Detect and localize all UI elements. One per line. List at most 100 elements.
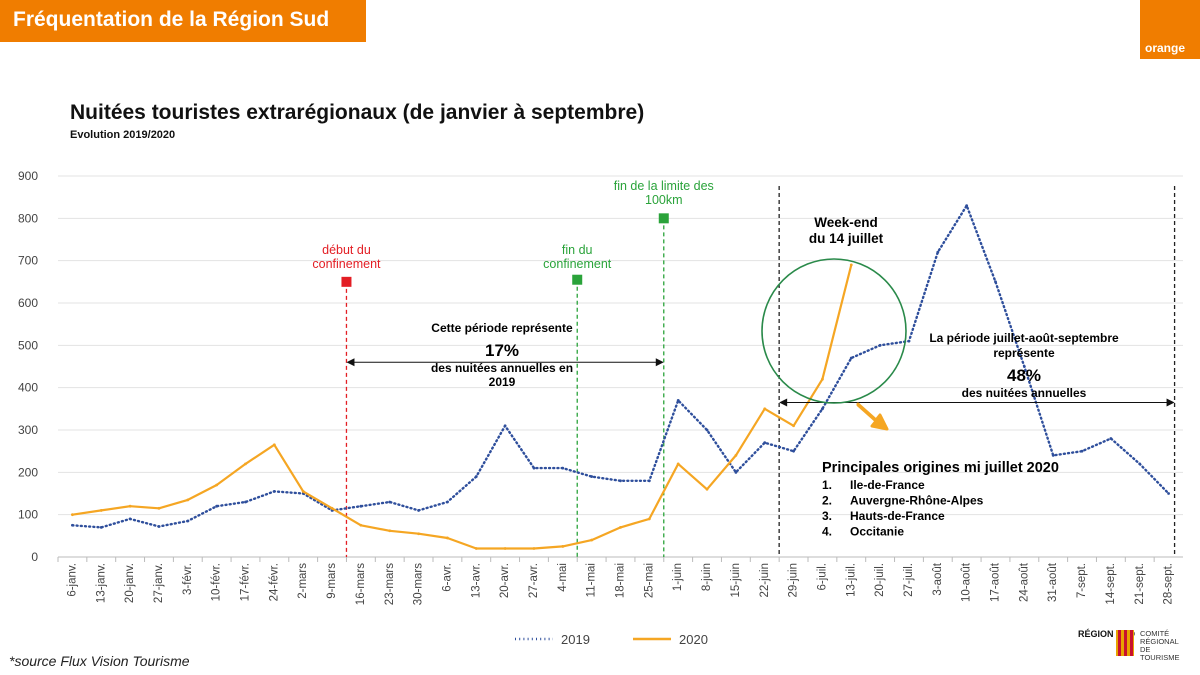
legend-label-2020: 2020 (679, 632, 708, 647)
y-tick-label: 500 (18, 338, 38, 352)
data-point-2019 (215, 504, 219, 508)
data-point-2019 (359, 504, 363, 508)
chart-title: Nuitées touristes extrarégionaux (de jan… (70, 101, 645, 124)
data-point-2019 (907, 339, 911, 343)
data-point-2019 (186, 519, 190, 523)
weekend-label: Week-end (814, 215, 878, 230)
data-point-2020 (676, 462, 680, 466)
data-point-2020 (71, 513, 74, 517)
debut-confinement-label: début du (322, 243, 371, 257)
period-summer-arrow-head-left (779, 398, 788, 407)
data-point-2020 (446, 536, 449, 540)
y-tick-label: 900 (18, 169, 38, 183)
period1-label: Cette période représente (431, 321, 573, 335)
x-tick-label: 14-sept. (1105, 563, 1117, 605)
x-tick-label: 20-juil. (874, 563, 886, 597)
y-tick-label: 600 (18, 296, 38, 310)
data-point-2019 (532, 466, 536, 470)
data-point-2019 (474, 475, 478, 478)
x-tick-label: 20-avr. (499, 563, 511, 598)
data-point-2020 (705, 487, 709, 491)
data-point-2020 (590, 538, 594, 542)
data-point-2019 (1080, 449, 1084, 453)
data-point-2020 (763, 407, 767, 411)
data-point-2019 (965, 204, 969, 208)
period2-percent: 48% (1007, 366, 1041, 385)
data-point-2019 (878, 343, 882, 347)
period-summer-arrow-head-right (1166, 398, 1175, 407)
period2-label: La période juillet-août-septembre (929, 331, 1119, 345)
data-point-2020 (561, 545, 565, 548)
fin-confinement-label: confinement (543, 257, 612, 271)
data-point-2019 (71, 523, 74, 527)
weekend-highlight-circle (761, 258, 907, 404)
y-tick-label: 400 (18, 381, 38, 395)
data-point-2020 (619, 525, 622, 529)
data-point-2019 (792, 449, 795, 453)
y-tick-label: 700 (18, 254, 38, 268)
crt-region-text: RÉGION SUD (1078, 629, 1136, 639)
data-point-2020 (647, 517, 651, 521)
period1-label-b: 2019 (489, 375, 516, 389)
origin-number: 4. (822, 525, 832, 539)
origins-title: Principales origines mi juillet 2020 (822, 460, 1059, 476)
provence-flag-icon (1116, 630, 1134, 656)
x-tick-label: 6-juil. (816, 563, 828, 590)
x-tick-label: 3-févr. (182, 563, 194, 595)
x-tick-label: 1-juin (672, 563, 684, 591)
fin-100km-label: 100km (645, 193, 683, 207)
x-tick-label: 24-févr. (268, 563, 280, 601)
series-line-2019 (71, 204, 1170, 529)
x-tick-label: 16-mars (355, 563, 367, 605)
period-2019-arrow-head-left (346, 358, 355, 367)
y-tick-label: 0 (31, 550, 38, 564)
data-point-2020 (244, 462, 247, 466)
data-point-2019 (676, 398, 680, 402)
data-point-2019 (994, 280, 997, 284)
data-point-2020 (474, 547, 478, 550)
data-point-2020 (734, 454, 738, 457)
chart-subtitle: Evolution 2019/2020 (70, 129, 176, 141)
data-point-2019 (99, 525, 103, 529)
data-point-2020 (301, 489, 305, 493)
origin-number: 2. (822, 494, 832, 508)
page-title: Fréquentation de la Région Sud (13, 8, 330, 31)
x-tick-label: 23-mars (384, 563, 396, 605)
fin-100km-marker (658, 213, 669, 224)
origin-number: 3. (822, 509, 832, 523)
x-tick-label: 25-mai (643, 563, 655, 598)
x-tick-label: 28-sept. (1163, 563, 1175, 605)
orange-logo-text: orange (1145, 41, 1186, 55)
x-tick-label: 13-avr. (470, 563, 482, 598)
period-2019-arrow-head-right (655, 358, 664, 367)
data-point-2019 (849, 356, 853, 360)
y-tick-label: 100 (18, 508, 38, 522)
data-point-2019 (821, 407, 824, 411)
x-tick-label: 9-mars (326, 563, 338, 599)
x-tick-label: 27-avr. (528, 563, 540, 598)
data-point-2019 (388, 500, 392, 504)
x-tick-label: 3-août (932, 562, 944, 595)
x-tick-label: 27-juil. (903, 563, 915, 597)
x-tick-label: 11-mai (586, 563, 598, 597)
data-point-2019 (647, 479, 651, 483)
data-point-2020 (821, 377, 824, 381)
x-tick-label: 18-mai (615, 563, 627, 598)
x-tick-label: 15-juin (730, 563, 742, 598)
period1-label-b: des nuitées annuelles en (431, 361, 573, 375)
series-line-2020 (71, 263, 853, 550)
x-tick-label: 20-janv. (124, 563, 136, 603)
data-point-2020 (128, 504, 132, 508)
x-tick-label: 10-févr. (211, 563, 223, 601)
origin-item: Ile-de-France (850, 478, 925, 492)
orange-logo: orange (1140, 0, 1200, 59)
data-point-2020 (215, 483, 219, 487)
source-note: *source Flux Vision Tourisme (9, 653, 190, 669)
x-tick-label: 13-juil. (845, 563, 857, 597)
data-point-2019 (1138, 462, 1142, 466)
data-point-2019 (1109, 437, 1113, 440)
data-point-2019 (1051, 454, 1055, 457)
x-tick-label: 27-janv. (153, 563, 165, 603)
data-point-2020 (417, 532, 420, 536)
data-point-2019 (936, 250, 940, 254)
